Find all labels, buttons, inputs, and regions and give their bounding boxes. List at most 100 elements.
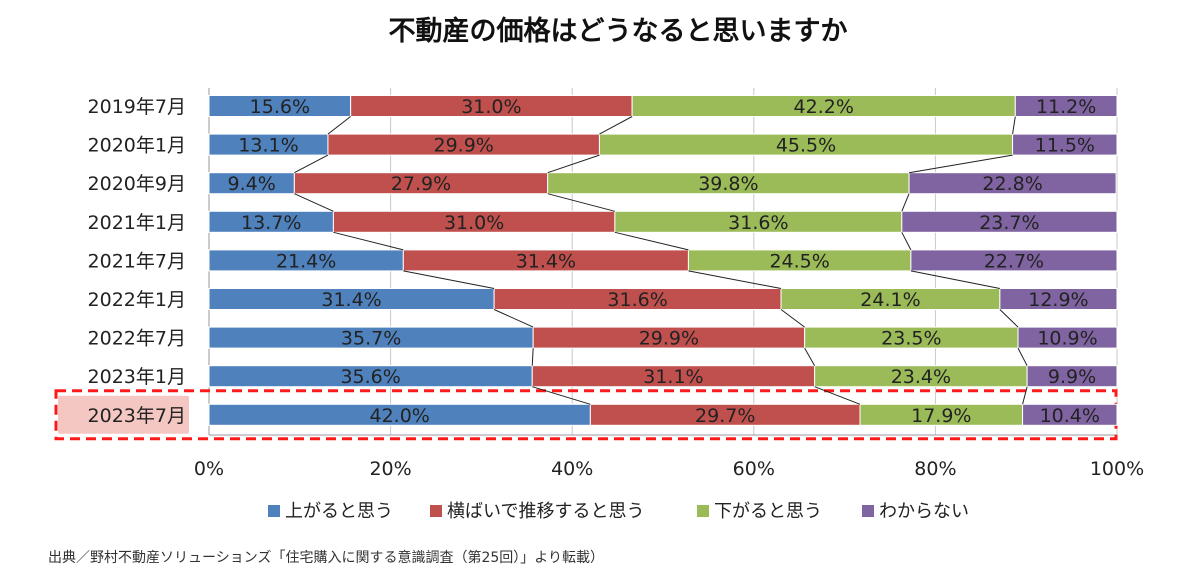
series-connector [403, 270, 495, 289]
data-label: 35.7% [341, 328, 401, 350]
data-label: 15.6% [250, 96, 310, 118]
highlight-layer [54, 389, 1118, 441]
data-label: 42.2% [794, 96, 854, 118]
category-label: 2023年7月 [88, 405, 186, 427]
data-label: 39.8% [698, 173, 758, 195]
category-label: 2022年7月 [88, 328, 186, 350]
series-connector [599, 116, 633, 135]
x-tick-label: 60% [733, 458, 775, 480]
bar-segment [1012, 133, 1118, 156]
series-connector [294, 154, 329, 174]
data-label: 31.6% [728, 212, 788, 234]
data-label: 22.7% [984, 250, 1044, 272]
x-axis-ticks: 0% 20% 40% 60% 80% 100% [194, 458, 1144, 480]
data-label: 31.4% [516, 250, 576, 272]
series-connector [1017, 347, 1028, 366]
highlight-label-background [58, 395, 189, 434]
highlight-dashed-box [54, 389, 1118, 441]
data-label: 23.7% [979, 212, 1039, 234]
data-label: 35.6% [340, 366, 400, 388]
category-label: 2022年1月 [88, 289, 186, 311]
legend-swatch [862, 505, 874, 517]
series-connector [910, 270, 1000, 289]
x-tick-label: 100% [1090, 458, 1144, 480]
data-label: 13.7% [241, 212, 301, 234]
bar-segment [999, 288, 1118, 310]
data-label: 23.5% [881, 328, 941, 350]
bar-segment [910, 249, 1118, 272]
legend-entry: 上がると思う [285, 501, 393, 522]
data-label: 9.4% [228, 173, 276, 195]
data-label: 9.9% [1048, 366, 1096, 388]
category-label: 2023年1月 [88, 366, 186, 388]
series-connector [999, 309, 1019, 328]
data-label: 27.9% [391, 173, 451, 195]
data-label: 45.5% [776, 135, 836, 157]
category-labels: 2019年7月 2020年1月 2020年9月 2021年1月 2021年7月 2022年… [88, 96, 186, 427]
series-connector [547, 193, 616, 212]
bar-segment [1022, 403, 1118, 426]
x-tick-label: 20% [369, 458, 411, 480]
legend-swatch [697, 505, 709, 517]
data-label: 31.0% [444, 212, 504, 234]
bar-segment [901, 210, 1118, 233]
series-connector [908, 154, 1013, 174]
data-label: 29.7% [695, 405, 755, 427]
series-connector [294, 193, 334, 212]
series-connector [1022, 386, 1028, 405]
data-label: 10.9% [1037, 328, 1097, 350]
series-connector [493, 309, 534, 328]
data-label: 21.4% [276, 250, 336, 272]
series-connector [814, 386, 861, 405]
series-connector [1012, 116, 1016, 135]
legend-swatch [268, 505, 280, 517]
legend-swatch [430, 505, 442, 517]
data-label: 24.5% [769, 250, 829, 272]
data-label: 17.9% [911, 405, 971, 427]
legend-entry: 横ばいで推移すると思う [447, 501, 644, 522]
data-label: 24.1% [860, 289, 920, 311]
data-label: 13.1% [238, 135, 298, 157]
series-connectors [294, 116, 1028, 405]
category-label: 2020年9月 [88, 173, 186, 195]
data-label: 12.9% [1028, 289, 1088, 311]
series-connector [547, 154, 600, 174]
bar-segment [908, 172, 1117, 195]
bar-segment [1014, 95, 1118, 117]
series-connector [901, 232, 912, 251]
legend: 上がると思う 横ばいで推移すると思う 下がると思う わからない [268, 501, 969, 522]
x-tick-label: 80% [914, 458, 956, 480]
legend-entry: 下がると思う [714, 501, 822, 522]
legend-entry: わからない [879, 501, 969, 522]
data-label: 11.2% [1036, 96, 1096, 118]
chart-title: 不動産の価格はどうなると思いますか [389, 15, 848, 47]
category-label: 2021年7月 [88, 250, 186, 272]
data-label: 22.8% [982, 173, 1042, 195]
data-label: 29.9% [434, 135, 494, 157]
series-connector [780, 309, 805, 328]
data-label: 31.4% [321, 289, 381, 311]
category-label: 2019年7月 [88, 96, 186, 118]
category-label: 2021年1月 [88, 212, 186, 234]
series-connector [901, 193, 910, 212]
data-label: 23.4% [891, 366, 951, 388]
data-label: 31.0% [461, 96, 521, 118]
data-label: 10.4% [1040, 405, 1100, 427]
x-tick-label: 40% [551, 458, 593, 480]
series-connector [531, 348, 534, 366]
bar-segment [1017, 326, 1118, 349]
data-label: 42.0% [370, 405, 430, 427]
series-connector [614, 231, 689, 251]
data-label: 31.1% [643, 366, 703, 388]
data-label: 29.9% [639, 328, 699, 350]
x-tick-label: 0% [194, 458, 224, 480]
source-note: 出典／野村不動産ソリューションズ「住宅購入に関する意識調査（第25回）」より転載… [48, 549, 604, 566]
series-connector [804, 347, 816, 366]
series-connector [333, 231, 404, 251]
series-connector [688, 270, 782, 289]
value-labels: 15.6% 31.0% 42.2% 11.2% 13.1% 29.9% 45.5% 11.5%… [228, 96, 1100, 427]
bars [208, 95, 1118, 426]
data-label: 11.5% [1035, 135, 1095, 157]
data-label: 31.6% [607, 289, 667, 311]
